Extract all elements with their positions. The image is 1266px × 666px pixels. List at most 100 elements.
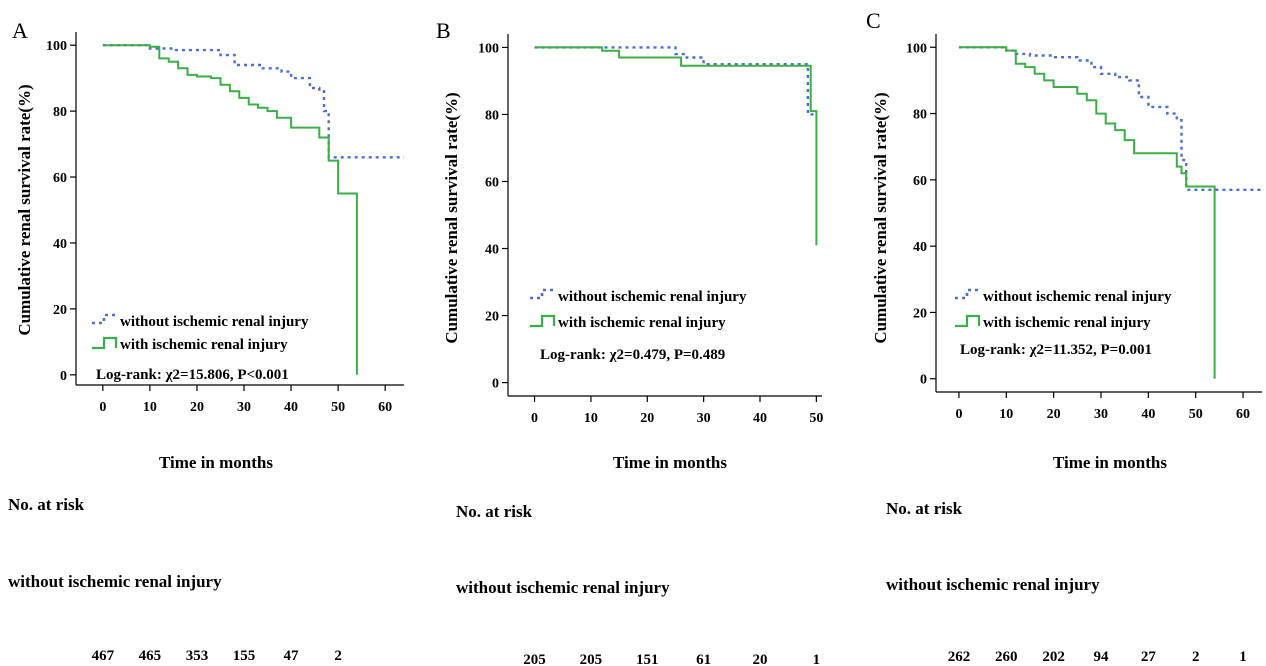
risk-count: 2	[334, 648, 342, 664]
legend-without-ischemic-swatch	[530, 288, 554, 300]
x-tick-label: 50	[809, 411, 823, 426]
panel-a-letter: A	[12, 18, 28, 43]
x-tick-label: 40	[284, 400, 298, 415]
risk-count: 260	[995, 649, 1018, 665]
y-tick-label: 40	[485, 243, 499, 258]
panel-b-annotation: Log-rank: χ2=0.479, P=0.489	[540, 347, 725, 363]
panel-a: A Cumulative renal survival rate(%) Time…	[8, 18, 404, 664]
risk-count: 202	[1042, 649, 1065, 665]
y-tick-label: 20	[53, 303, 67, 318]
legend-with-ischemic-swatch	[530, 314, 556, 328]
panel-c-risk-values: 262 260 202 94 27 2 1	[948, 649, 1247, 665]
panel-b-plot: 0 20 40 60 80 100 0 10 20 30 40 50 without ischemic …	[478, 34, 823, 426]
risk-count: 20	[753, 652, 768, 666]
x-tick-label: 10	[999, 407, 1013, 422]
x-tick-label: 0	[99, 400, 106, 415]
risk-count: 27	[1141, 649, 1157, 665]
series-without-ischemic-line	[102, 44, 404, 159]
x-tick-label: 60	[1236, 407, 1250, 422]
x-tick-label: 30	[237, 400, 251, 415]
panel-b-y-axis-label: Cumulative renal survival rate(%)	[442, 92, 461, 343]
panel-b-letter: B	[436, 18, 451, 43]
panel-a-risk-header: No. at risk	[8, 495, 85, 514]
panel-a-x-axis-label: Time in months	[159, 453, 273, 472]
legend-with-ischemic-label: with ischemic renal injury	[558, 315, 726, 331]
risk-count: 94	[1094, 649, 1110, 665]
panel-c-plot: 0 20 40 60 80 100 0 10 20 30 40 50 60 without ischemi…	[906, 34, 1262, 422]
panel-b-x-axis-label: Time in months	[613, 453, 727, 472]
panel-a-risk-values: 467 465 353 155 47 2	[92, 648, 342, 664]
x-tick-label: 0	[955, 407, 962, 422]
risk-count: 467	[92, 648, 115, 664]
panel-b-risk-row-label: without ischemic renal injury	[456, 578, 670, 597]
legend-with-ischemic-swatch	[92, 336, 118, 350]
y-tick-label: 80	[913, 108, 927, 123]
risk-count: 151	[636, 652, 659, 666]
series-without-ischemic-line	[958, 46, 1262, 191]
x-tick-label: 20	[190, 400, 204, 415]
risk-count: 262	[948, 649, 971, 665]
x-tick-label: 50	[1189, 407, 1203, 422]
series-with-ischemic-line	[102, 44, 358, 375]
x-tick-label: 50	[331, 400, 345, 415]
legend-without-ischemic-label: without ischemic renal injury	[120, 314, 309, 330]
x-tick-label: 20	[640, 411, 654, 426]
y-tick-label: 100	[478, 41, 499, 56]
x-tick-label: 10	[584, 411, 598, 426]
legend-with-ischemic-label: with ischemic renal injury	[120, 337, 288, 353]
y-tick-label: 80	[53, 105, 67, 120]
legend-without-ischemic-label: without ischemic renal injury	[558, 289, 747, 305]
panel-c-y-axis-label: Cumulative renal survival rate(%)	[871, 92, 890, 343]
series-without-ischemic-line	[534, 46, 817, 116]
panel-a-plot: 0 20 40 60 80 100 0 10 20 30 40 50 60 without ischemi…	[46, 32, 404, 415]
panel-c-annotation: Log-rank: χ2=11.352, P=0.001	[960, 342, 1152, 358]
legend-without-ischemic-swatch	[92, 313, 116, 325]
risk-count: 2	[1192, 649, 1200, 665]
risk-count: 1	[813, 652, 821, 666]
panel-b-risk-values: 205 205 151 61 20 1	[523, 652, 820, 666]
risk-count: 353	[186, 648, 209, 664]
risk-count: 205	[523, 652, 546, 666]
y-tick-label: 20	[913, 306, 927, 321]
series-with-ischemic-line	[958, 46, 1216, 379]
x-tick-label: 40	[753, 411, 767, 426]
y-tick-label: 0	[920, 373, 927, 388]
risk-count: 155	[233, 648, 256, 664]
y-tick-label: 80	[485, 108, 499, 123]
panel-c-x-axis-label: Time in months	[1053, 453, 1167, 472]
panel-c: C Cumulative renal survival rate(%) Time…	[866, 8, 1262, 665]
y-tick-label: 100	[906, 41, 927, 56]
risk-count: 205	[580, 652, 603, 666]
panel-a-risk-row-label: without ischemic renal injury	[8, 572, 222, 591]
series-with-ischemic-line	[534, 46, 818, 246]
y-tick-label: 100	[46, 39, 67, 54]
legend-with-ischemic-label: with ischemic renal injury	[983, 315, 1151, 331]
y-tick-label: 40	[913, 240, 927, 255]
y-tick-label: 0	[60, 369, 67, 384]
y-tick-label: 60	[485, 175, 499, 190]
x-tick-label: 10	[143, 400, 157, 415]
panel-c-letter: C	[866, 8, 881, 33]
x-tick-label: 20	[1047, 407, 1061, 422]
risk-count: 1	[1239, 649, 1247, 665]
panel-a-y-axis-label: Cumulative renal survival rate(%)	[15, 84, 34, 335]
risk-count: 61	[696, 652, 711, 666]
panel-b: B Cumulative renal survival rate(%) Time…	[436, 18, 823, 666]
y-tick-label: 60	[913, 174, 927, 189]
x-tick-label: 60	[378, 400, 392, 415]
panel-c-risk-row-label: without ischemic renal injury	[886, 575, 1100, 594]
y-tick-label: 40	[53, 237, 67, 252]
panel-c-risk-header: No. at risk	[886, 499, 963, 518]
y-tick-label: 60	[53, 171, 67, 186]
x-tick-label: 30	[1094, 407, 1108, 422]
x-tick-label: 30	[697, 411, 711, 426]
y-tick-label: 20	[485, 310, 499, 325]
x-tick-label: 40	[1141, 407, 1155, 422]
panel-a-annotation: Log-rank: χ2=15.806, P<0.001	[96, 367, 289, 383]
panel-b-risk-header: No. at risk	[456, 502, 533, 521]
y-tick-label: 0	[492, 377, 499, 392]
legend-with-ischemic-swatch	[955, 314, 981, 328]
legend-without-ischemic-swatch	[955, 288, 979, 300]
risk-count: 465	[139, 648, 162, 664]
